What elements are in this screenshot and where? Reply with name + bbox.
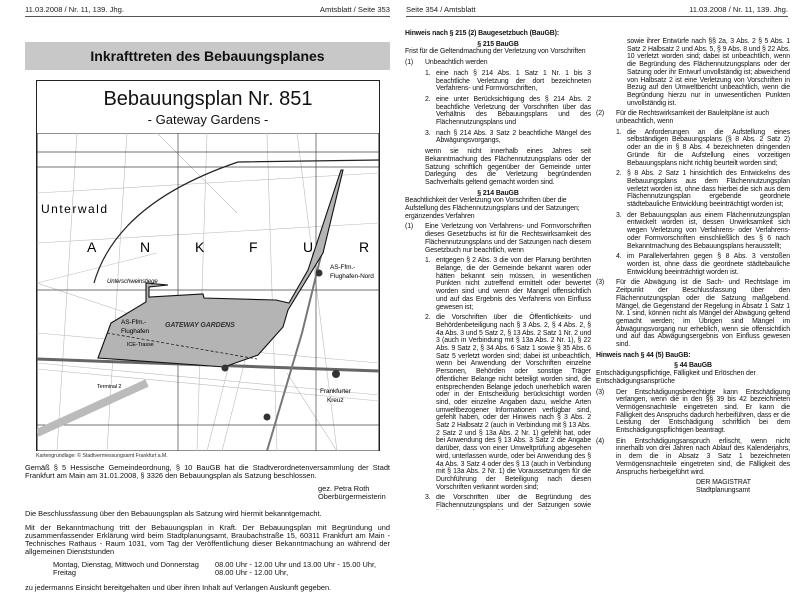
label-terminal: Terminal 2	[97, 384, 121, 390]
column-middle: Hinweis nach § 215 (2) Baugesetzbuch (Ba…	[405, 30, 591, 510]
para-text: Eine Verletzung von Verfahrens- und Form…	[425, 223, 591, 254]
section-44-title: § 44 BauGB	[674, 362, 712, 370]
para-text: Für die Rechtswirksamkeit der Bauleitplä…	[616, 110, 770, 126]
para-number: (3)	[596, 279, 605, 287]
hours-row-1-days: Montag, Dienstag, Mittwoch und Donnersta…	[53, 560, 199, 569]
section-44-subtitle: Entschädigungspflichtige, Fälligkeit und…	[596, 370, 756, 385]
right-header-date: 11.03.2008 / Nr. 11, 139. Jhg.	[689, 5, 788, 14]
list-item: 3. nach § 214 Abs. 3 Satz 2 beachtliche M…	[425, 129, 591, 145]
para-text: Der Entschädigungsberechtigte kann Entsc…	[616, 388, 790, 435]
list-item: 1. die Anforderungen an die Aufstellung e…	[616, 128, 790, 167]
right-header-page: Seite 354 / Amtsblatt	[406, 5, 476, 14]
left-header-rule	[25, 16, 390, 17]
closing-text: zu jedermanns Einsicht bereitgehalten un…	[25, 583, 332, 592]
list-item: 2. die Vorschriften über die Öffentlichke…	[425, 314, 591, 491]
label-frankfurter-kreuz: Frankfurter	[320, 388, 352, 395]
list-item: 1. eine nach § 214 Abs. 1 Satz 1 Nr. 1 bi…	[425, 69, 591, 93]
page-title: Inkrafttreten des Bebauungsplanes	[25, 42, 390, 70]
hours-row-2-days: Freitag	[53, 568, 77, 577]
autobahn-exit-icon	[221, 364, 229, 372]
map-grid	[37, 133, 379, 451]
label-unterwald: Unterwald	[41, 202, 109, 216]
para-number: (2)	[596, 110, 605, 118]
gateway-gardens-area	[97, 169, 344, 368]
list-item: 3. der Bebauungsplan aus einem Flächennut…	[616, 211, 790, 250]
letter: N	[140, 239, 150, 255]
map-subtitle: - Gateway Gardens -	[147, 112, 269, 127]
map-frame	[37, 133, 379, 451]
hinweis-215-heading: Hinweis nach § 215 (2) Baugesetzbuch (Ba…	[405, 30, 560, 37]
signature-role: Oberbürgermeisterin	[318, 492, 386, 501]
label-as-nord: AS-Ffm.-	[330, 264, 355, 271]
para-number: (1)	[405, 223, 414, 231]
para-number: (4)	[596, 437, 605, 445]
label-as-flughafen-2: Flughafen	[121, 328, 149, 335]
map-drawing: Unterwald A N K F U R AS-Ffm.- Flughafen…	[37, 133, 379, 451]
plan-map: Bebauungsplan Nr. 851 - Gateway Gardens …	[36, 80, 380, 451]
hinweis-44-heading: Hinweis nach § 44 (5) BauGB:	[596, 351, 691, 359]
label-as-nord-2: Flughafen-Nord	[330, 273, 374, 280]
effect-text: Mit der Bekanntmachung tritt der Bebauun…	[25, 523, 390, 557]
signature-office: Stadtplanungsamt	[696, 486, 750, 494]
para-text: Für die Abwägung ist die Sach- und Recht…	[616, 279, 790, 349]
label-gateway-gardens: GATEWAY GARDENS	[165, 322, 235, 329]
autobahn-exit-icon	[315, 269, 323, 277]
signature-name: gez. Petra Roth	[318, 484, 370, 493]
hours-row-2-time: 08.00 Uhr - 12.00 Uhr,	[215, 568, 289, 577]
letter: R	[359, 239, 369, 255]
section-214-subtitle: Beachtlichkeit der Verletzung von Vorsch…	[405, 197, 580, 220]
left-header-date: 11.03.2008 / Nr. 11, 139. Jhg.	[25, 5, 124, 14]
map-terminal	[37, 379, 149, 437]
letter: K	[195, 239, 205, 255]
para-text: Unbeachtlich werden	[425, 59, 488, 67]
hours-row-1-time: 08.00 Uhr - 12.00 Uhr und 13.00 Uhr - 15…	[215, 560, 377, 569]
para-number: (3)	[596, 388, 605, 396]
left-header-page: Amtsblatt / Seite 353	[319, 5, 390, 14]
label-unterschweinstiege: Unterschweinstiege	[107, 279, 158, 285]
announcement-text: Die Beschlussfassung über den Bebauungsp…	[25, 509, 322, 518]
list-item-continued: sowie ihrer Entwürfe nach §§ 2a, 3 Abs. …	[627, 38, 790, 107]
section-215-subtitle: Frist für die Geltendmachung der Verletz…	[405, 48, 586, 56]
letter: A	[87, 239, 97, 255]
map-railway	[93, 159, 379, 284]
list-item: 2. eine unter Berücksichtigung des § 214 …	[425, 95, 591, 127]
list-item: 3. die Vorschriften über die Begründung d…	[425, 494, 591, 510]
list-item: 4. im Parallelverfahren gegen § 8 Abs. 3 …	[616, 253, 790, 276]
list-item: 2. § 8 Abs. 2 Satz 1 hinsichtlich des Ent…	[616, 170, 790, 209]
para-number: (1)	[405, 59, 414, 67]
signature-magistrat: DER MAGISTRAT	[696, 479, 751, 487]
list-item: 1. entgegen § 2 Abs. 3 die von der Planun…	[425, 257, 591, 311]
letter: U	[303, 239, 313, 255]
autobahn-exit-icon	[263, 413, 271, 421]
letter: F	[249, 239, 257, 255]
resolution-text: Gemäß § 5 Hessische Gemeindeordnung, § 1…	[25, 463, 390, 481]
label-kreuz: Kreuz	[327, 397, 343, 404]
para-text: Ein Entschädigungsanspruch erlischt, wen…	[616, 437, 790, 476]
label-ice-trasse: ICE-Trasse	[127, 342, 154, 348]
label-as-flughafen: AS-Ffm.-	[121, 319, 146, 326]
column-right: sowie ihrer Entwürfe nach §§ 2a, 3 Abs. …	[596, 38, 790, 495]
section-215-tail: wenn sie nicht innerhalb eines Jahres se…	[425, 148, 591, 186]
label-frankfurt: A N K F U R	[87, 239, 369, 255]
autobahn-exit-icon	[332, 370, 340, 378]
ice-trasse-line	[106, 332, 258, 360]
right-header-rule	[406, 16, 788, 17]
section-215-title: § 215 BauGB	[477, 40, 519, 48]
map-caption: Kartengrundlage: © Stadtvermessungsamt F…	[36, 453, 168, 459]
map-title: Bebauungsplan Nr. 851	[103, 88, 313, 110]
section-214-title: § 214 BauGB	[477, 189, 519, 197]
